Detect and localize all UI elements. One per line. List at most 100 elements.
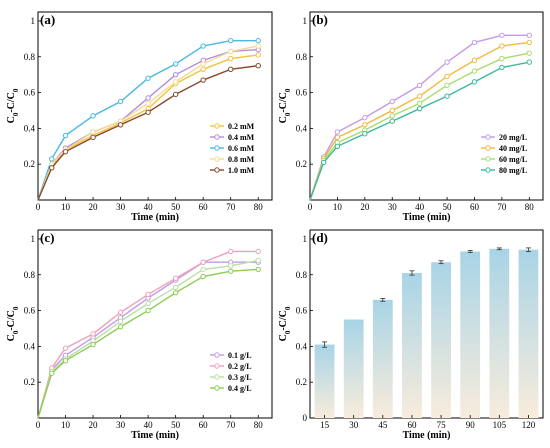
data-point (90, 341, 96, 348)
panel-label: (a) (40, 12, 55, 27)
y-tick-label: 0.2 (296, 159, 307, 169)
series-line (37, 259, 259, 419)
data-point (90, 129, 96, 135)
x-tick-label: 80 (525, 202, 535, 212)
series-line (309, 61, 530, 201)
series-line (37, 268, 259, 419)
data-point (200, 266, 206, 273)
x-tick-label: 60 (470, 202, 480, 212)
x-axis-label: Time (min) (403, 212, 451, 223)
data-point (172, 284, 179, 290)
data-point (200, 43, 206, 49)
data-point (49, 165, 55, 171)
series-line (309, 52, 530, 201)
data-point (145, 95, 151, 101)
data-point (172, 71, 179, 78)
y-axis-label: C0-C/C0 (6, 88, 20, 123)
data-point (471, 79, 478, 85)
data-point (172, 61, 179, 67)
data-point (49, 370, 55, 376)
legend-marker (214, 352, 220, 358)
data-point (444, 93, 450, 99)
data-point (117, 318, 124, 325)
data-point (416, 105, 423, 112)
legend-marker (214, 374, 220, 380)
bar (402, 272, 422, 418)
data-point (499, 55, 505, 62)
y-tick-label: 0.6 (296, 306, 308, 316)
data-point (62, 148, 69, 155)
data-point (145, 291, 151, 298)
y-tick-label: 0.6 (24, 306, 36, 316)
legend-label: 0.4 mM (228, 133, 255, 142)
y-tick-label: 0.6 (296, 88, 308, 98)
y-tick-label: 0.4 (24, 123, 36, 133)
data-point (526, 39, 532, 46)
data-point (49, 156, 55, 162)
x-tick-label: 20 (89, 202, 99, 212)
plot-frame (309, 229, 544, 419)
legend-label: 0.3 g/L (228, 373, 252, 382)
data-point (255, 257, 261, 264)
series-line (37, 65, 259, 201)
data-point (200, 66, 206, 72)
legend-marker (214, 145, 220, 151)
data-point (526, 32, 532, 38)
data-point (334, 129, 341, 135)
bar (460, 251, 481, 418)
chart-panel-3: 0.2 0.4 0.6 0.8 1 (c) Time (min) C0-C/C0 0 10 20 30… (6, 229, 273, 441)
plot-frame (309, 11, 544, 201)
data-point (255, 266, 261, 273)
y-tick-label: 1 (303, 234, 308, 244)
x-tick-label: 105 (493, 420, 507, 430)
legend-label: 0.1 g/L (228, 351, 252, 360)
series-line (309, 34, 530, 201)
x-tick-label: 40 (144, 202, 154, 212)
y-tick-label: 0.2 (24, 159, 35, 169)
data-point (145, 100, 151, 107)
data-point (389, 118, 395, 124)
series-line (37, 250, 259, 419)
legend-label: 80 mg/L (499, 166, 527, 175)
y-tick-label: 1 (303, 16, 308, 26)
data-point (228, 248, 234, 255)
data-point (362, 131, 368, 137)
data-point (228, 66, 234, 72)
data-point (444, 73, 450, 80)
x-tick-label: 60 (199, 420, 209, 430)
x-tick-label: 30 (349, 420, 359, 430)
panel-label: (c) (40, 230, 54, 245)
data-point (471, 57, 478, 64)
y-axis-label: C0-C/C0 (6, 306, 20, 341)
legend-label: 20 mg/L (499, 133, 527, 142)
x-tick-label: 15 (320, 420, 330, 430)
bar (489, 248, 510, 418)
legend-marker (485, 167, 491, 173)
bar (372, 299, 393, 418)
y-tick-label: 0.8 (24, 270, 36, 280)
x-tick-label: 80 (254, 202, 264, 212)
y-tick-label: 1 (31, 16, 36, 26)
data-point (90, 113, 96, 119)
data-point (255, 37, 261, 44)
data-point (255, 43, 261, 49)
y-tick-label: 0.2 (296, 377, 307, 387)
data-point (62, 345, 69, 351)
data-point (200, 259, 206, 265)
data-point (416, 93, 423, 99)
legend-marker (485, 134, 491, 140)
legend-marker (485, 156, 491, 162)
y-tick-label: 0.8 (296, 270, 308, 280)
x-tick-label: 30 (388, 202, 398, 212)
data-point (444, 59, 450, 65)
x-tick-label: 20 (360, 202, 370, 212)
y-tick-label: 0.8 (296, 52, 308, 62)
x-tick-label: 80 (254, 420, 264, 430)
x-tick-label: 10 (333, 202, 343, 212)
data-point (90, 134, 96, 141)
data-point (90, 331, 96, 337)
series-line (37, 39, 259, 201)
chart-panel-4: 0 0.2 0.4 0.6 0.8 1 (d) Time (min) C0-C/C0 15 30 45… (278, 229, 544, 441)
series-line (37, 45, 259, 201)
